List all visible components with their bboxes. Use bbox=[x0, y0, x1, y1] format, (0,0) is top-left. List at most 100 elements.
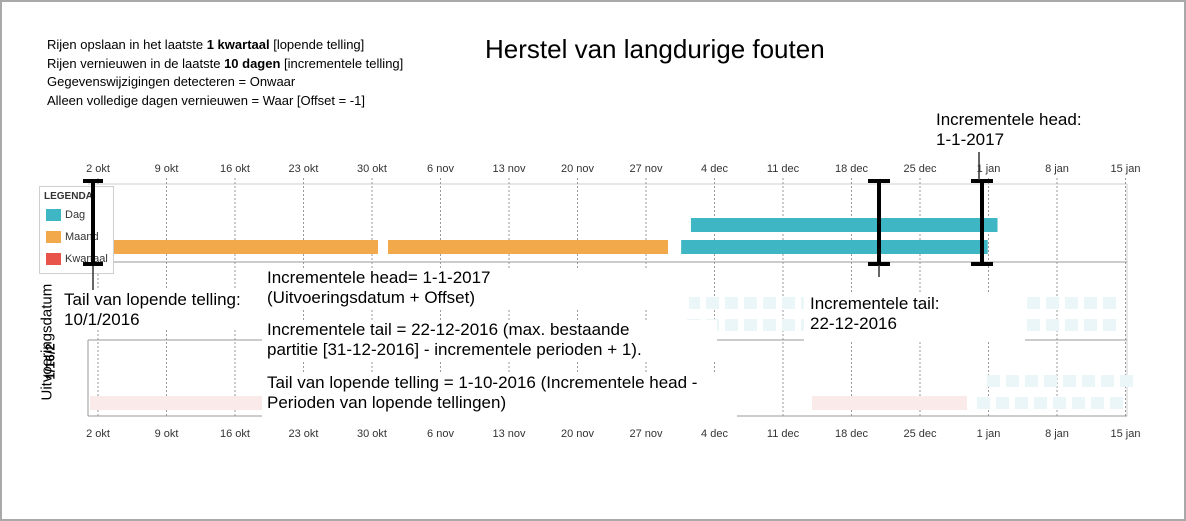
tick-label-top: 13 nov bbox=[492, 163, 526, 175]
ghost-day-mid bbox=[763, 319, 776, 331]
legend-item-day: Dag bbox=[46, 209, 86, 222]
settings-line-2-bold: 10 dagen bbox=[224, 55, 281, 71]
day-partition-lower bbox=[837, 240, 851, 254]
ghost-day-right bbox=[1103, 319, 1116, 331]
day-partition-lower bbox=[700, 240, 714, 254]
day-partition-lower bbox=[964, 240, 978, 254]
ghost-day-bottom bbox=[1044, 375, 1057, 387]
legend-swatch-day bbox=[46, 209, 61, 222]
day-partition-lower bbox=[916, 240, 929, 254]
day-partition-upper bbox=[857, 218, 871, 232]
settings-line-4: Alleen volledige dagen vernieuwen = Waar… bbox=[47, 92, 365, 108]
day-partition-upper bbox=[896, 218, 910, 232]
legend: LEGENDA Dag Maand Kwartaal bbox=[39, 186, 114, 274]
day-partition-upper bbox=[906, 218, 920, 232]
day-partition-lower bbox=[690, 240, 704, 254]
day-partition-lower bbox=[818, 240, 832, 254]
ghost-day-bottom bbox=[1082, 375, 1095, 387]
legend-label-month: Maand bbox=[65, 231, 99, 243]
tick-label-top: 20 nov bbox=[561, 163, 595, 175]
day-partition-upper bbox=[847, 218, 861, 232]
ghost-day-mid bbox=[744, 319, 757, 331]
settings-line-1-post: [lopende telling] bbox=[269, 37, 365, 52]
settings-line-1-pre: Rijen opslaan in het laatste bbox=[47, 37, 207, 52]
day-partition-lower bbox=[710, 240, 724, 254]
tick-label-bottom: 8 jan bbox=[1045, 428, 1069, 440]
tick-label-top: 25 dec bbox=[903, 163, 937, 175]
day-partition-upper bbox=[964, 218, 978, 232]
settings-line-2-pre: Rijen vernieuwen in de laatste bbox=[47, 55, 225, 71]
day-partition-lower bbox=[857, 240, 871, 254]
day-partition-upper bbox=[798, 218, 812, 232]
legend-label-day: Dag bbox=[65, 209, 86, 221]
ghost-day-bottom bbox=[1025, 375, 1038, 387]
ghost-day-right bbox=[1027, 319, 1040, 331]
day-partition-upper bbox=[749, 218, 763, 232]
tick-label-bottom: 13 nov bbox=[492, 428, 526, 440]
ghost-day-mid bbox=[782, 319, 795, 331]
legend-item-quarter: Kwartaal bbox=[46, 253, 108, 266]
label-tail-rolling-line1: Tail van lopende telling: bbox=[64, 290, 241, 309]
day-partition-upper bbox=[818, 218, 832, 232]
tick-label-bottom: 2 okt bbox=[86, 428, 110, 440]
day-partition-lower bbox=[955, 240, 969, 254]
day-partition-upper bbox=[935, 218, 949, 232]
tick-label-top: 9 okt bbox=[155, 163, 179, 175]
ghost-day-right bbox=[1084, 319, 1097, 331]
ghost-day-bottom bbox=[1120, 375, 1133, 387]
tick-label-top: 6 nov bbox=[427, 163, 454, 175]
day-partition-upper bbox=[779, 218, 792, 232]
ghost-day-bottom bbox=[977, 397, 990, 409]
tick-label-bottom: 1 jan bbox=[977, 428, 1001, 440]
tick-label-bottom: 18 dec bbox=[835, 428, 869, 440]
label-tail-rolling-desc: Tail van lopende telling = 1-10-2016 (In… bbox=[262, 373, 737, 419]
ghost-day-mid bbox=[782, 297, 795, 309]
tick-label-top: 4 dec bbox=[701, 163, 728, 175]
day-partition-upper bbox=[955, 218, 969, 232]
day-partition-lower bbox=[739, 240, 753, 254]
day-partition-lower bbox=[935, 240, 949, 254]
label-incremental-tail-right: Incrementele tail: 22-12-2016 bbox=[804, 293, 1025, 342]
day-partition-upper bbox=[690, 218, 704, 232]
tick-label-bottom: 23 okt bbox=[289, 428, 319, 440]
day-partition-lower bbox=[759, 240, 773, 254]
day-partition-lower bbox=[974, 240, 988, 254]
ghost-day-bottom bbox=[987, 375, 1000, 387]
diagram-title: Herstel van langdurige fouten bbox=[485, 34, 825, 64]
ghost-day-right bbox=[1065, 297, 1078, 309]
ghost-day-right bbox=[1065, 319, 1078, 331]
settings-line-3: Gegevenswijzigingen detecteren = Onwaar bbox=[47, 74, 296, 89]
ghost-band-left bbox=[90, 396, 262, 410]
label-incremental-head-desc-line2: (Uitvoeringsdatum + Offset) bbox=[267, 288, 476, 307]
label-incremental-head-desc: Incrementele head= 1-1-2017 (Uitvoerings… bbox=[262, 268, 689, 309]
day-partition-upper bbox=[827, 218, 841, 232]
day-partition-upper bbox=[788, 218, 802, 232]
tick-label-top: 15 jan bbox=[1111, 163, 1141, 175]
tick-label-top: 11 dec bbox=[767, 163, 800, 175]
ghost-day-bottom bbox=[1072, 397, 1085, 409]
tick-label-bottom: 15 jan bbox=[1111, 428, 1141, 440]
legend-swatch-month bbox=[46, 231, 61, 244]
label-incremental-tail-right-line1: Incrementele tail: bbox=[810, 294, 940, 313]
settings-line-2-post: [incrementele telling] bbox=[280, 55, 404, 71]
tick-label-top: 30 okt bbox=[357, 163, 387, 175]
ghost-day-right bbox=[1046, 297, 1059, 309]
legend-title: LEGENDA bbox=[44, 191, 93, 202]
day-partition-lower bbox=[730, 240, 744, 254]
ghost-day-mid bbox=[744, 297, 757, 309]
legend-item-month: Maand bbox=[46, 231, 99, 244]
tick-label-top: 8 jan bbox=[1045, 163, 1069, 175]
label-tail-rolling: Tail van lopende telling: 10/1/2016 bbox=[64, 290, 245, 330]
ghost-day-mid bbox=[706, 297, 719, 309]
label-incremental-head-top-line2: 1-1-2017 bbox=[936, 130, 1005, 149]
tick-label-bottom: 4 dec bbox=[701, 428, 728, 440]
label-incremental-head-desc-line1: Incrementele head= 1-1-2017 bbox=[267, 268, 491, 287]
tick-label-bottom: 20 nov bbox=[561, 428, 595, 440]
day-partition-lower bbox=[779, 240, 792, 254]
ghost-day-bottom bbox=[1110, 397, 1123, 409]
tick-label-top: 1 jan bbox=[977, 163, 1001, 175]
label-incremental-tail-right-line2: 22-12-2016 bbox=[810, 314, 897, 333]
tick-label-bottom: 9 okt bbox=[155, 428, 179, 440]
